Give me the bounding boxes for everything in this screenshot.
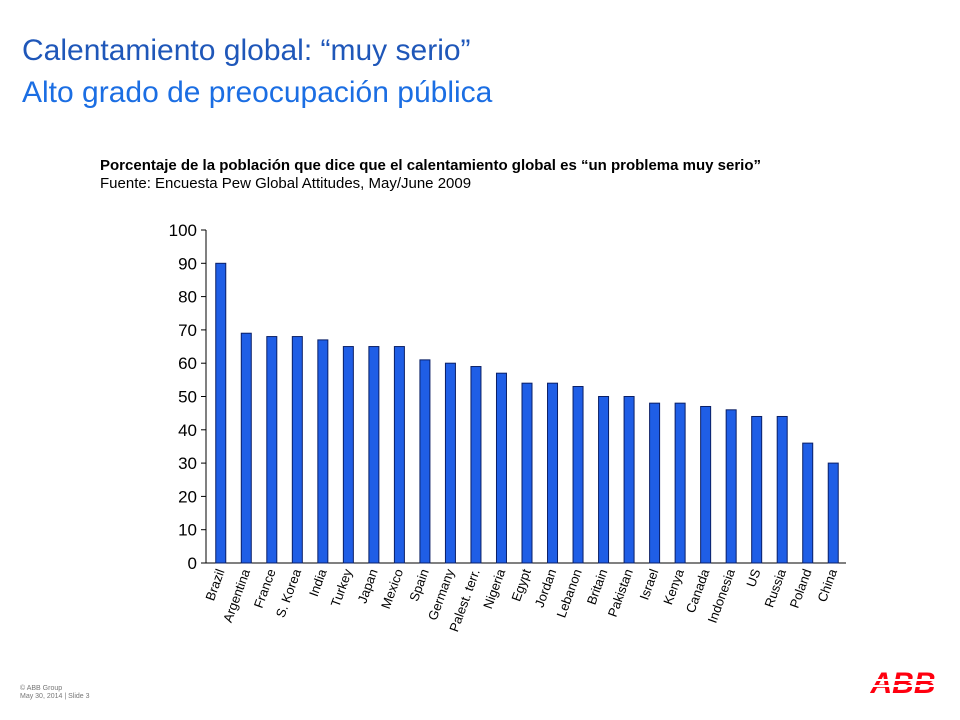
y-tick-label: 70 <box>178 321 197 340</box>
footer-copyright: © ABB Group <box>20 685 63 692</box>
x-tick-label: Britain <box>584 567 611 607</box>
x-tick-label: Japan <box>354 567 380 605</box>
x-tick-label: US <box>743 567 763 589</box>
chart-caption-title: Porcentaje de la población que dice que … <box>100 157 761 174</box>
bar <box>342 346 354 564</box>
bar <box>240 332 252 564</box>
x-tick-label: Turkey <box>328 566 356 608</box>
bar <box>802 442 814 564</box>
y-tick-label: 60 <box>178 354 197 373</box>
bar <box>215 262 227 564</box>
x-tick-label: Brazil <box>202 567 227 603</box>
bar <box>827 462 839 564</box>
y-tick-label: 10 <box>178 521 197 540</box>
x-tick-label: China <box>814 566 840 604</box>
x-tick-label: Nigeria <box>480 566 508 611</box>
y-tick-label: 20 <box>178 487 197 506</box>
slide-title: Calentamiento global: “muy serio” <box>22 34 471 67</box>
x-tick-label: Pakistan <box>605 567 636 619</box>
bar <box>393 346 405 564</box>
bar <box>521 382 533 564</box>
y-tick-label: 90 <box>178 254 197 273</box>
slide-subtitle: Alto grado de preocupación pública <box>22 76 493 109</box>
y-tick-label: 30 <box>178 454 197 473</box>
y-tick-label: 0 <box>188 554 197 573</box>
bar <box>419 359 431 564</box>
bar <box>725 409 737 564</box>
x-tick-label: India <box>306 566 330 598</box>
bar <box>674 402 686 564</box>
bar <box>572 386 584 564</box>
footer-date-slide: May 30, 2014 | Slide 3 <box>20 693 90 700</box>
bar <box>547 382 559 564</box>
logo-stripe <box>868 685 938 687</box>
bar <box>266 336 278 564</box>
x-tick-label: France <box>251 567 279 610</box>
abb-logo: ABB <box>868 668 938 698</box>
x-tick-label: Mexico <box>378 567 406 611</box>
y-tick-label: 50 <box>178 388 197 407</box>
x-tick-label: Egypt <box>508 567 534 604</box>
bar <box>598 396 610 564</box>
x-tick-label: Kenya <box>660 566 687 606</box>
x-tick-label: Poland <box>787 567 815 610</box>
x-tick-label: Israel <box>636 567 661 602</box>
logo-stripe <box>868 679 938 681</box>
chart-caption-source: Fuente: Encuesta Pew Global Attitudes, M… <box>100 175 472 192</box>
bar <box>649 402 661 564</box>
x-tick-label: Spain <box>406 567 431 603</box>
bar <box>444 362 456 564</box>
footer: © ABB Group May 30, 2014 | Slide 3 <box>20 685 90 701</box>
y-tick-label: 100 <box>169 221 197 240</box>
bar <box>317 339 329 564</box>
abb-logo-text: ABB <box>870 668 936 698</box>
y-tick-label: 40 <box>178 421 197 440</box>
bar <box>368 346 380 564</box>
y-tick-label: 80 <box>178 288 197 307</box>
bar <box>776 415 788 564</box>
bar <box>291 336 303 564</box>
bar <box>700 405 712 564</box>
chart-caption: Porcentaje de la población que dice que … <box>100 157 761 193</box>
bar <box>470 366 482 564</box>
bar <box>751 415 763 564</box>
bar <box>623 396 635 564</box>
x-tick-label: Jordan <box>532 567 560 609</box>
x-tick-label: Russia <box>761 566 789 609</box>
bar <box>495 372 507 564</box>
